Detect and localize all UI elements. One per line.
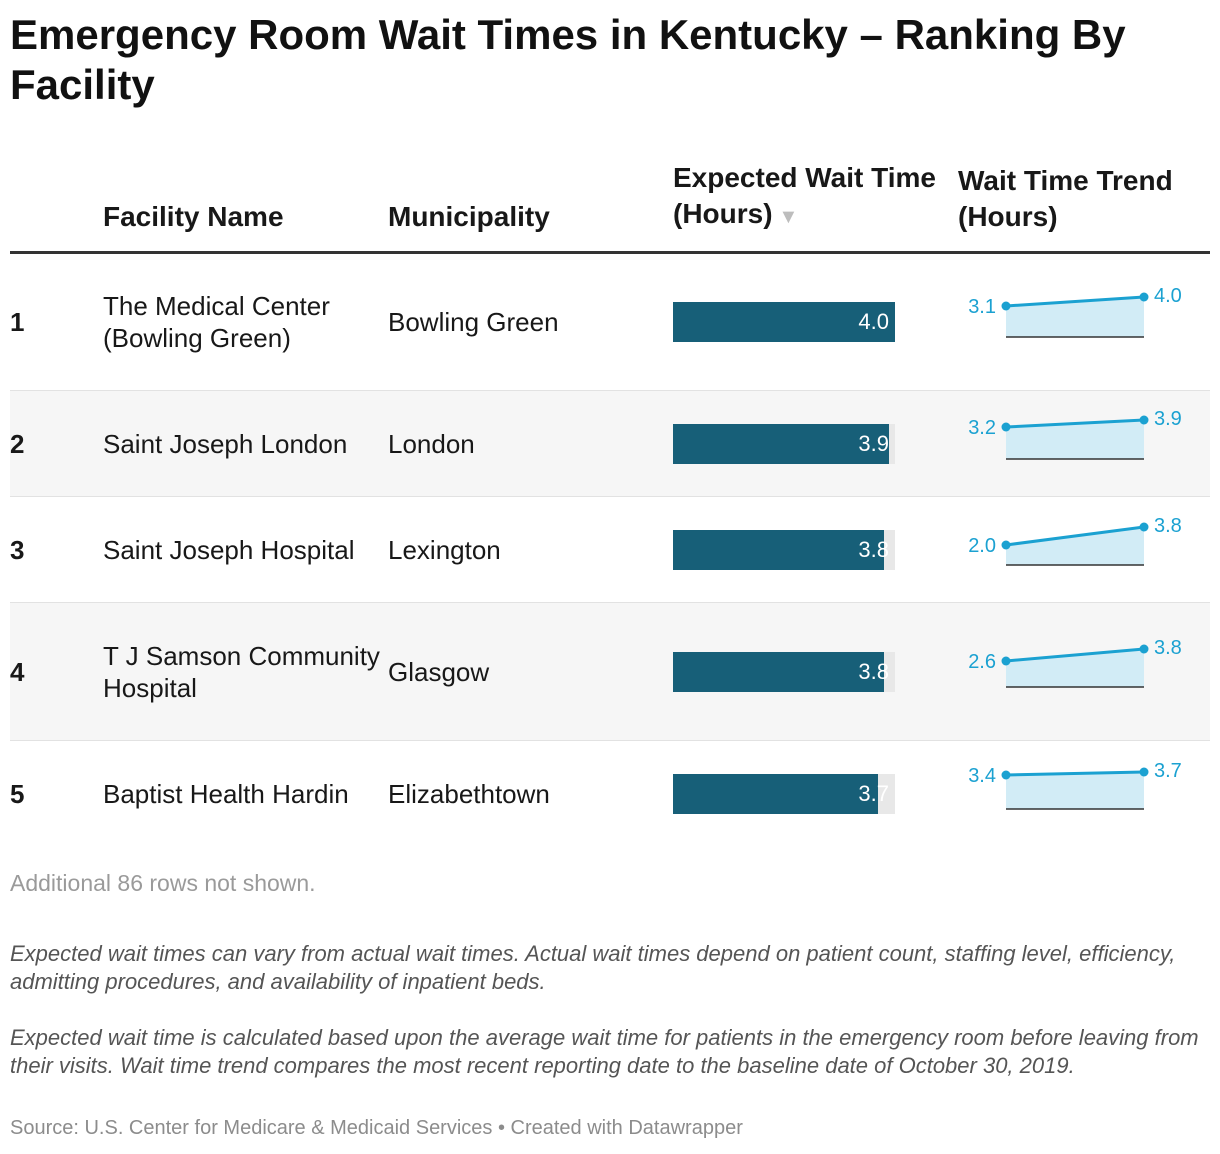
trend-area [1006,297,1144,337]
ranking-table: Facility Name Municipality Expected Wait… [10,160,1210,847]
trend-start-point [1001,422,1011,431]
wait-bar-label: 4.0 [858,309,889,334]
wait-time-cell: 3.7 [673,741,958,847]
trend-start-label: 2.0 [968,535,996,557]
trend-cell: 2.0 3.8 [958,496,1210,603]
municipality: Glasgow [388,602,673,741]
trend-start-label: 3.4 [968,765,996,787]
trend-cell: 3.4 3.7 [958,741,1210,847]
header-row: Facility Name Municipality Expected Wait… [10,160,1210,254]
trend-header[interactable]: Wait Time Trend (Hours) [958,160,1210,254]
rank-number: 1 [10,252,103,391]
trend-end-label: 3.9 [1154,408,1182,430]
trend-cell: 3.2 3.9 [958,390,1210,497]
rank-number: 5 [10,778,25,809]
trend-line [1005,647,1145,662]
sort-descending-icon[interactable]: ▼ [778,206,799,228]
wait-bar [673,423,889,464]
trend-start-label: 2.6 [968,651,996,673]
trend-area [1006,771,1144,809]
wait-bar [673,651,884,692]
wait-bar [673,773,878,814]
table-row: 4 T J Samson Community Hospital Glasgow … [10,602,1210,741]
table-row: 2 Saint Joseph London London 3.9 3.2 3.9 [10,390,1210,497]
rank-number: 4 [10,602,103,741]
trend-line [1005,295,1145,308]
trend-start-point [1001,656,1011,665]
facility-name: The Medical Center (Bowling Green) [103,252,388,391]
table-row: 5 Baptist Health Hardin Elizabethtown 3.… [10,741,1210,847]
wait-time-cell: 3.8 [673,602,958,741]
wait-bar [673,302,895,342]
trend-start-label: 3.2 [968,417,996,439]
trend-sparkline: 2.6 3.8 [968,637,1182,688]
wait-bar [673,529,884,570]
table-body: 1 The Medical Center (Bowling Green) Bow… [10,252,1210,847]
rank-number: 2 [10,390,103,497]
municipality-header[interactable]: Municipality [388,160,673,254]
wait-bar-track: 4.0 [673,302,895,342]
wait-time-cell: 3.8 [673,496,958,603]
source-credit: Source: U.S. Center for Medicare & Medic… [10,1117,743,1139]
trend-sparkline: 3.1 4.0 [968,285,1182,338]
municipality: London [388,390,673,497]
rank-number: 3 [10,496,103,603]
trend-area [1006,419,1144,459]
wait-time-cell: 3.9 [673,390,958,497]
wait-bar-track: 3.9 [673,423,895,464]
trend-sparkline: 2.0 3.8 [968,515,1182,566]
trend-end-point [1139,292,1149,302]
trend-end-label: 3.8 [1154,515,1182,537]
wait-bar-track: 3.7 [673,773,895,814]
trend-end-point [1139,644,1149,653]
wait-bar-track: 3.8 [673,651,895,692]
facility-header[interactable]: Facility Name [103,160,388,254]
facility-name: Baptist Health Hardin [103,778,349,809]
trend-end-label: 3.7 [1154,760,1182,782]
wait-bar-label: 3.8 [858,658,889,684]
wait-bar-label: 3.8 [858,536,889,562]
facility-name: Saint Joseph London [103,390,388,497]
municipality: Elizabethtown [388,778,550,809]
trend-start-point [1001,540,1011,549]
trend-cell: 2.6 3.8 [958,602,1210,741]
trend-line [1005,525,1145,546]
rank-header [10,160,103,254]
wait-bar-label: 3.9 [858,430,889,456]
trend-sparkline: 3.2 3.9 [968,408,1182,460]
wait-time-cell: 4.0 [673,252,958,391]
trend-start-point [1001,770,1011,780]
trend-end-point [1139,522,1149,531]
trend-start-point [1001,301,1011,311]
wait-time-header-label: Expected Wait Time (Hours) [673,162,936,229]
wait-bar-label: 3.7 [858,780,889,806]
trend-cell: 3.1 4.0 [958,252,1210,391]
facility-name: T J Samson Community Hospital [103,602,388,741]
trend-area [1006,526,1144,565]
trend-line [1005,418,1145,428]
trend-end-point [1139,415,1149,424]
municipality: Bowling Green [388,252,673,391]
table-row: 1 The Medical Center (Bowling Green) Bow… [10,252,1210,391]
trend-start-label: 3.1 [968,296,996,318]
trend-line [1005,770,1145,777]
table-row: 3 Saint Joseph Hospital Lexington 3.8 2.… [10,496,1210,603]
trend-end-point [1139,767,1149,777]
trend-end-label: 3.8 [1154,637,1182,659]
methodology-note: Expected wait time is calculated based u… [10,1025,1199,1078]
municipality: Lexington [388,496,673,603]
wait-time-header[interactable]: Expected Wait Time (Hours) ▼ [673,160,958,254]
wait-bar-track: 3.8 [673,529,895,570]
facility-name: Saint Joseph Hospital [103,496,388,603]
trend-sparkline: 3.4 3.7 [968,760,1182,810]
trend-end-label: 4.0 [1154,285,1182,307]
rows-not-shown-note: Additional 86 rows not shown. [10,870,316,896]
wait-time-disclaimer: Expected wait times can vary from actual… [10,941,1176,994]
chart-title: Emergency Room Wait Times in Kentucky – … [10,11,1126,108]
